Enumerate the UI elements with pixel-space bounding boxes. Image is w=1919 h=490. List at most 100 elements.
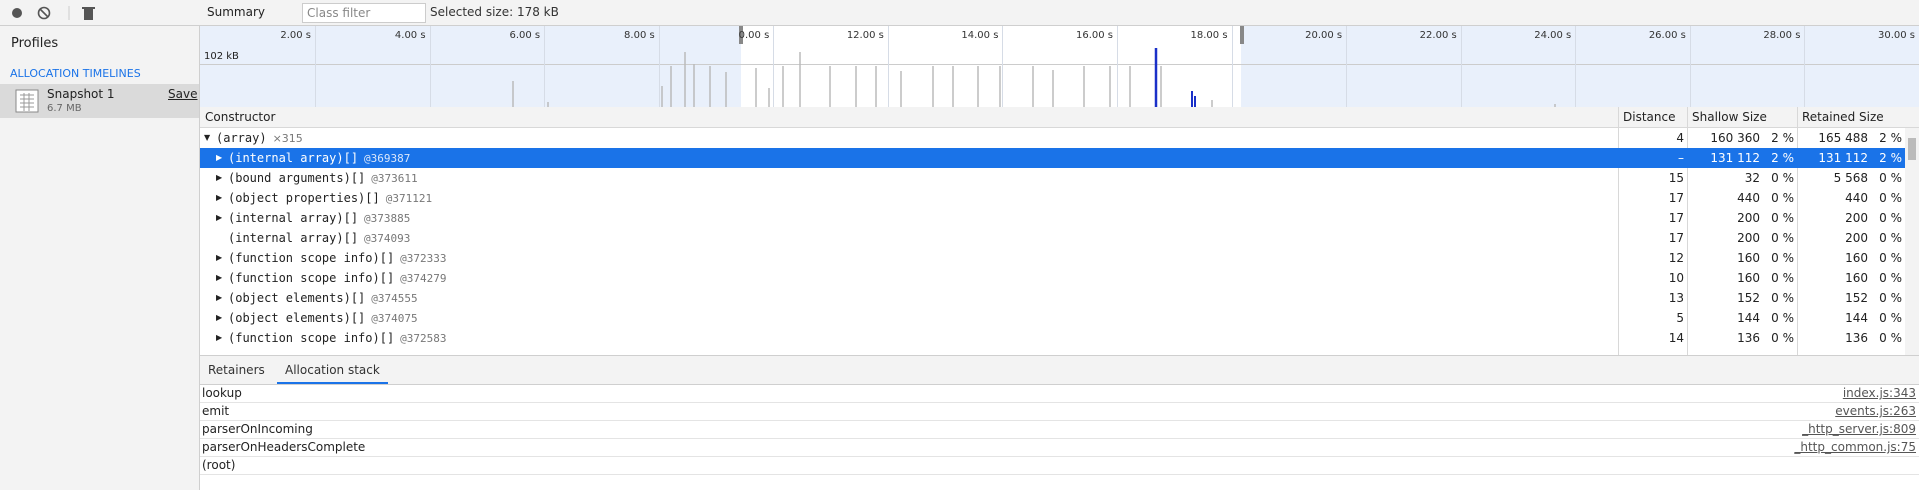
constructor-name: (function scope info)[] bbox=[228, 271, 395, 285]
retained-percent: 0 % bbox=[1879, 291, 1902, 305]
scrollbar[interactable] bbox=[1905, 128, 1919, 355]
snapshot-name: Snapshot 1 bbox=[47, 87, 115, 101]
table-row[interactable]: ▶ (function scope info)[] @372333 12 160 0 % 1… bbox=[200, 248, 1905, 268]
constructor-name: (function scope info)[] bbox=[228, 251, 395, 265]
constructor: (bound arguments)[] @373611 bbox=[228, 168, 1608, 188]
column-divider bbox=[1797, 107, 1798, 127]
expand-arrow[interactable]: ▶ bbox=[216, 193, 223, 202]
column-header[interactable]: Shallow Size bbox=[1692, 110, 1767, 124]
retained-percent: 2 % bbox=[1879, 151, 1902, 165]
retained-size: 200 bbox=[1845, 231, 1868, 245]
save-link[interactable]: Save bbox=[168, 87, 198, 101]
stack-frame[interactable]: parserOnIncoming _http_server.js:809 bbox=[200, 420, 1919, 439]
snapshot-size: 6.7 MB bbox=[47, 103, 82, 114]
table-row[interactable]: ▶ (bound arguments)[] @373611 15 32 0 % 5 568 0… bbox=[200, 168, 1905, 188]
shallow-percent: 0 % bbox=[1771, 171, 1794, 185]
collapse-arrow[interactable]: ▼ bbox=[204, 133, 211, 142]
column-divider bbox=[1687, 107, 1688, 127]
distance: 10 bbox=[1668, 271, 1684, 285]
object-id: ×315 bbox=[272, 132, 303, 145]
expand-arrow[interactable]: ▶ bbox=[216, 153, 223, 162]
shallow-percent: 0 % bbox=[1771, 251, 1794, 265]
record-button[interactable] bbox=[12, 8, 22, 18]
table-row[interactable]: ▶ (internal array)[] @369387 – 131 112 2 % 131… bbox=[200, 148, 1905, 168]
table-row[interactable]: ▶ (function scope info)[] @372583 14 136 0 % 1… bbox=[200, 328, 1905, 348]
source-link[interactable]: _http_server.js:809 bbox=[1802, 422, 1916, 436]
tick-label: 30.00 s bbox=[1877, 30, 1915, 41]
shallow-size: 32 bbox=[1744, 171, 1760, 185]
column-divider bbox=[1687, 128, 1688, 355]
view-select[interactable]: Summary▼ bbox=[207, 0, 312, 25]
expand-arrow[interactable]: ▶ bbox=[216, 213, 223, 222]
expand-arrow[interactable]: ▶ bbox=[216, 173, 223, 182]
sidebar: Profiles ALLOCATION TIMELINES Snapshot 1… bbox=[0, 26, 200, 490]
expand-arrow[interactable]: ▶ bbox=[216, 293, 223, 302]
column-header[interactable]: Distance bbox=[1623, 110, 1676, 124]
tick-line bbox=[429, 26, 431, 107]
column-divider bbox=[1797, 128, 1798, 355]
table-row[interactable]: ▶ (function scope info)[] @374279 10 160 0 % 1… bbox=[200, 268, 1905, 288]
constructor-name: (object elements)[] bbox=[228, 291, 366, 305]
tick-line bbox=[544, 26, 546, 107]
source-link[interactable]: events.js:263 bbox=[1835, 404, 1916, 418]
object-id: @374075 bbox=[371, 312, 418, 325]
retained-percent: 0 % bbox=[1879, 331, 1902, 345]
retained-size: 131 112 bbox=[1818, 151, 1868, 165]
tick-label: 24.00 s bbox=[1534, 30, 1572, 41]
bottom-tabs: Retainers Allocation stack bbox=[200, 355, 1919, 385]
tick-line bbox=[1117, 26, 1118, 107]
scrollbar-thumb[interactable] bbox=[1908, 138, 1916, 160]
shallow-percent: 2 % bbox=[1771, 151, 1794, 165]
tick-label: 6.00 s bbox=[509, 30, 541, 41]
function-name: parserOnIncoming bbox=[202, 422, 313, 436]
table-row[interactable]: (internal array)[] @374093 17 200 0 % 200 0 % bbox=[200, 228, 1905, 248]
toolbar-icons bbox=[12, 6, 95, 20]
tick-line bbox=[1575, 26, 1577, 107]
selection-handle[interactable] bbox=[739, 26, 743, 44]
table-row[interactable]: ▼ (array) ×315 4 160 360 2 % 165 488 2 % bbox=[200, 128, 1905, 148]
source-link[interactable]: _http_common.js:75 bbox=[1794, 440, 1916, 454]
table-row[interactable]: ▶ (object properties)[] @371121 17 440 0 % 440… bbox=[200, 188, 1905, 208]
distance: 13 bbox=[1668, 291, 1684, 305]
tick-label: 22.00 s bbox=[1419, 30, 1457, 41]
distance: 15 bbox=[1668, 171, 1684, 185]
column-header[interactable]: Retained Size bbox=[1802, 110, 1884, 124]
expand-arrow[interactable]: ▶ bbox=[216, 273, 223, 282]
stack-frame[interactable]: emit events.js:263 bbox=[200, 402, 1919, 421]
expand-arrow[interactable]: ▶ bbox=[216, 333, 223, 342]
stack-frame[interactable]: parserOnHeadersComplete _http_common.js:7… bbox=[200, 438, 1919, 457]
tick-label: 20.00 s bbox=[1305, 30, 1343, 41]
tick-line bbox=[1460, 26, 1462, 107]
retained-size: 165 488 bbox=[1818, 131, 1868, 145]
retained-percent: 0 % bbox=[1879, 311, 1902, 325]
stack-frame[interactable]: (root) bbox=[200, 456, 1919, 475]
delete-button[interactable] bbox=[82, 7, 95, 20]
retained-size: 440 bbox=[1845, 191, 1868, 205]
tab[interactable]: Retainers bbox=[208, 363, 265, 377]
selection-window[interactable] bbox=[741, 26, 1241, 107]
retained-percent: 0 % bbox=[1879, 171, 1902, 185]
retained-percent: 2 % bbox=[1879, 131, 1902, 145]
source-link[interactable]: index.js:343 bbox=[1842, 386, 1916, 400]
constructor-name: (internal array)[] bbox=[228, 231, 359, 245]
constructor: (object elements)[] @374075 bbox=[228, 308, 1608, 328]
constructor-name: (object elements)[] bbox=[228, 311, 366, 325]
retained-percent: 0 % bbox=[1879, 191, 1902, 205]
view-label: Summary bbox=[207, 5, 265, 19]
table-row[interactable]: ▶ (internal array)[] @373885 17 200 0 % 200 0 % bbox=[200, 208, 1905, 228]
retained-size: 152 bbox=[1845, 291, 1868, 305]
tick-label: 12.00 s bbox=[846, 30, 884, 41]
expand-arrow[interactable]: ▶ bbox=[216, 313, 223, 322]
column-header[interactable]: Constructor bbox=[205, 110, 276, 124]
class-filter[interactable]: Class filter bbox=[302, 3, 426, 23]
clear-button[interactable] bbox=[37, 6, 51, 20]
selection-handle[interactable] bbox=[1240, 26, 1244, 44]
expand-arrow[interactable]: ▶ bbox=[216, 253, 223, 262]
snapshot-item[interactable]: Snapshot 1 6.7 MB Save bbox=[0, 84, 199, 118]
tick-line bbox=[315, 26, 316, 107]
table-row[interactable]: ▶ (object elements)[] @374555 13 152 0 % 152 0 … bbox=[200, 288, 1905, 308]
stack-frame[interactable]: lookup index.js:343 bbox=[200, 384, 1919, 403]
shallow-size: 131 112 bbox=[1710, 151, 1760, 165]
tab[interactable]: Allocation stack bbox=[277, 356, 388, 384]
table-row[interactable]: ▶ (object elements)[] @374075 5 144 0 % 144 0 % bbox=[200, 308, 1905, 328]
